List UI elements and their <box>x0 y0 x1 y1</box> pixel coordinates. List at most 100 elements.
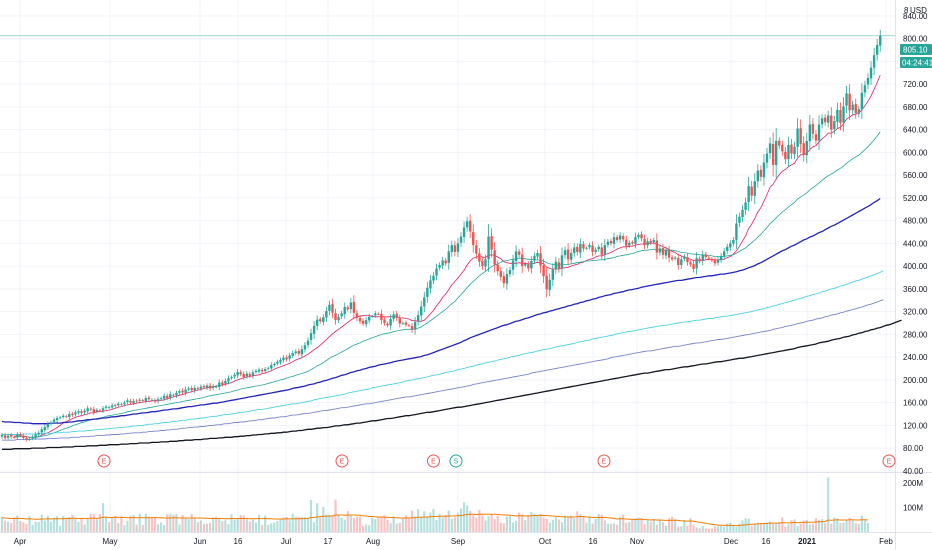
candle[interactable] <box>144 395 148 404</box>
candle[interactable] <box>879 29 882 52</box>
candle[interactable] <box>808 115 812 151</box>
candle[interactable] <box>655 233 659 260</box>
candle[interactable] <box>285 355 288 362</box>
candle[interactable] <box>796 118 799 158</box>
candle[interactable] <box>551 263 554 287</box>
candle[interactable] <box>169 391 172 401</box>
candle[interactable] <box>781 140 784 156</box>
earnings-marker[interactable]: E <box>882 454 896 468</box>
candle[interactable] <box>661 243 665 260</box>
candle[interactable] <box>123 400 126 407</box>
candle[interactable] <box>19 432 22 437</box>
candle[interactable] <box>297 348 301 357</box>
candle[interactable] <box>866 73 870 90</box>
candle[interactable] <box>343 302 346 319</box>
candle[interactable] <box>869 61 873 85</box>
candle[interactable] <box>13 435 16 439</box>
candle[interactable] <box>135 399 138 404</box>
candle[interactable] <box>493 242 496 273</box>
candle[interactable] <box>652 237 655 245</box>
candle[interactable] <box>202 384 206 390</box>
candle[interactable] <box>836 102 839 129</box>
candle[interactable] <box>126 398 129 405</box>
candle[interactable] <box>383 316 386 326</box>
candle[interactable] <box>735 214 738 250</box>
candle[interactable] <box>22 433 25 441</box>
candle[interactable] <box>799 119 802 153</box>
candle[interactable] <box>77 409 80 415</box>
candle[interactable] <box>190 385 193 393</box>
candle[interactable] <box>104 404 108 410</box>
candle[interactable] <box>600 242 603 260</box>
candle[interactable] <box>793 141 796 160</box>
candle[interactable] <box>263 366 267 374</box>
candle[interactable] <box>631 240 634 246</box>
candle[interactable] <box>435 263 438 281</box>
candle[interactable] <box>331 298 334 319</box>
candle[interactable] <box>683 254 686 262</box>
candle[interactable] <box>374 311 377 318</box>
candle[interactable] <box>845 85 848 113</box>
candle[interactable] <box>689 260 692 267</box>
candle[interactable] <box>407 323 411 328</box>
candle[interactable] <box>579 238 582 259</box>
candle[interactable] <box>413 316 417 335</box>
candle[interactable] <box>193 385 196 394</box>
earnings-marker[interactable]: E <box>597 454 611 468</box>
candle[interactable] <box>839 102 842 131</box>
candle[interactable] <box>303 341 307 353</box>
candle[interactable] <box>166 393 169 401</box>
candle[interactable] <box>628 240 631 248</box>
candle[interactable] <box>713 257 717 266</box>
candle[interactable] <box>774 127 778 179</box>
candle[interactable] <box>787 136 790 168</box>
candle[interactable] <box>487 224 490 272</box>
candle[interactable] <box>162 393 166 402</box>
candle[interactable] <box>16 431 19 440</box>
candle[interactable] <box>172 393 175 397</box>
candle[interactable] <box>722 247 726 260</box>
candle[interactable] <box>175 390 178 398</box>
candle[interactable] <box>156 397 160 404</box>
candle[interactable] <box>132 398 135 405</box>
candle[interactable] <box>533 252 536 265</box>
candle[interactable] <box>236 369 239 379</box>
candle[interactable] <box>490 228 493 258</box>
candle[interactable] <box>695 251 698 275</box>
candle[interactable] <box>55 415 59 423</box>
candle[interactable] <box>569 248 573 265</box>
candle[interactable] <box>3 432 7 441</box>
candle[interactable] <box>230 375 233 380</box>
candle[interactable] <box>496 260 499 276</box>
candle[interactable] <box>514 245 518 268</box>
candle[interactable] <box>426 282 429 303</box>
candle[interactable] <box>716 256 720 266</box>
earnings-marker[interactable]: E <box>97 454 111 468</box>
volume-pane[interactable] <box>0 477 870 532</box>
candle[interactable] <box>270 362 273 372</box>
candle[interactable] <box>371 314 374 318</box>
candlestick-series[interactable] <box>0 29 882 442</box>
candle[interactable] <box>80 409 83 415</box>
candle[interactable] <box>563 246 567 259</box>
candle[interactable] <box>524 261 527 268</box>
candle[interactable] <box>612 232 616 249</box>
candle[interactable] <box>233 372 236 379</box>
candle[interactable] <box>325 306 328 322</box>
candle[interactable] <box>215 385 218 389</box>
candle[interactable] <box>141 398 144 403</box>
candle[interactable] <box>181 388 184 395</box>
candle[interactable] <box>618 232 622 243</box>
candle[interactable] <box>386 321 389 328</box>
candle[interactable] <box>499 266 502 282</box>
candle[interactable] <box>667 245 671 263</box>
candle[interactable] <box>848 84 851 120</box>
earnings-marker[interactable]: E <box>426 454 440 468</box>
price-scale-header[interactable]: 8 USD <box>904 6 927 15</box>
candle[interactable] <box>582 240 585 252</box>
candle[interactable] <box>566 243 570 266</box>
candle[interactable] <box>114 403 117 408</box>
split-marker[interactable]: S <box>449 454 463 468</box>
candle[interactable] <box>744 197 747 215</box>
